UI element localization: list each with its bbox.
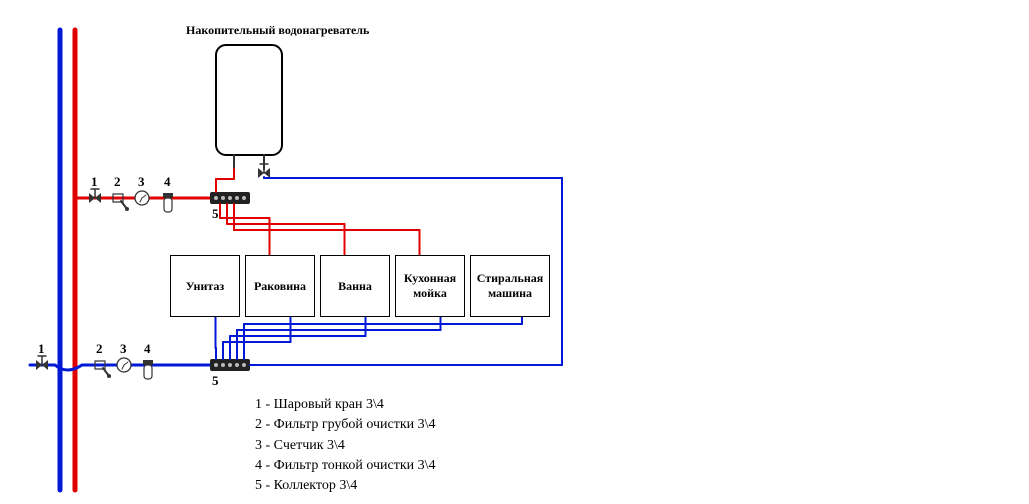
component-number: 2 — [114, 174, 121, 190]
component-number: 2 — [96, 341, 103, 357]
fixture-box: Раковина — [245, 255, 315, 317]
collector-number: 5 — [212, 206, 219, 222]
fixture-box: Ванна — [320, 255, 390, 317]
component-number: 1 — [91, 174, 98, 190]
component-number: 1 — [38, 341, 45, 357]
fixture-box: Унитаз — [170, 255, 240, 317]
plumbing-diagram — [0, 0, 1029, 504]
component-number: 3 — [120, 341, 127, 357]
component-number: 4 — [144, 341, 151, 357]
fixture-box: Кухонная мойка — [395, 255, 465, 317]
collector-number: 5 — [212, 373, 219, 389]
heater-title: Накопительный водонагреватель — [186, 23, 369, 38]
fixture-box: Стиральная машина — [470, 255, 550, 317]
legend: 1 - Шаровый кран 3\42 - Фильтр грубой оч… — [255, 395, 436, 496]
component-number: 4 — [164, 174, 171, 190]
component-number: 3 — [138, 174, 145, 190]
